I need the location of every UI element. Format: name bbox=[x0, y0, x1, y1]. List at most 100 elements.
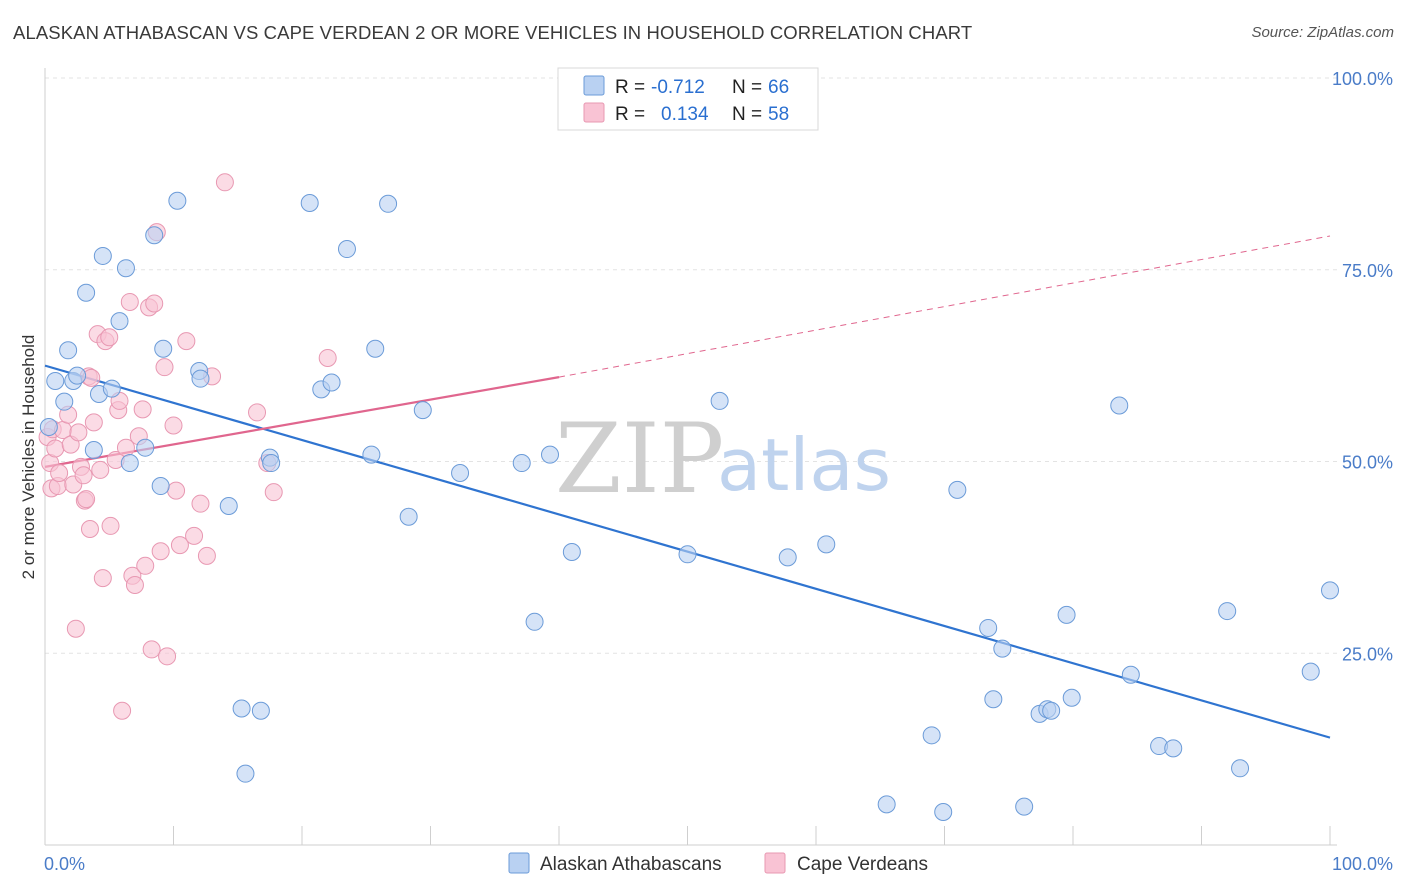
series-legend-swatch-blue[interactable] bbox=[508, 852, 530, 874]
alaskan-athabascans-point bbox=[39, 417, 58, 436]
cape-verdeans-point bbox=[77, 490, 96, 509]
alaskan-athabascans-point bbox=[678, 545, 697, 564]
alaskan-athabascans-point bbox=[1057, 605, 1076, 624]
cape-verdeans-point bbox=[185, 526, 204, 545]
alaskan-athabascans-point bbox=[1062, 688, 1081, 707]
alaskan-athabascans-point bbox=[948, 480, 967, 499]
alaskan-athabascans-point bbox=[1121, 665, 1140, 684]
alaskan-athabascans-point bbox=[168, 191, 187, 210]
cape-verdeans-point bbox=[145, 294, 164, 313]
alaskan-athabascans-point bbox=[300, 194, 319, 213]
alaskan-athabascans-point bbox=[877, 795, 896, 814]
cape-verdeans-point bbox=[69, 423, 88, 442]
alaskan-athabascans-point bbox=[84, 440, 103, 459]
trend-line-cape-verdeans-extension bbox=[558, 235, 1331, 378]
alaskan-athabascans-point bbox=[93, 246, 112, 265]
series-legend-swatch-pink[interactable] bbox=[764, 852, 786, 874]
y-axis-tick-labels: 100.0% 75.0% 50.0% 25.0% bbox=[1332, 69, 1393, 664]
alaskan-athabascans-point bbox=[379, 194, 398, 213]
alaskan-athabascans-point bbox=[154, 339, 173, 358]
legend-r-label-blue: R = bbox=[615, 77, 645, 98]
cape-verdeans-point bbox=[177, 332, 196, 351]
cape-verdeans-point bbox=[133, 400, 152, 419]
legend-swatch-pink bbox=[583, 102, 605, 123]
alaskan-athabascans-point bbox=[219, 496, 238, 515]
grid-lines bbox=[45, 77, 1337, 654]
cape-verdeans-point bbox=[191, 494, 210, 513]
alaskan-athabascans-point bbox=[541, 445, 560, 464]
cape-verdeans-point bbox=[167, 481, 186, 500]
alaskan-athabascans-point bbox=[778, 548, 797, 567]
cape-verdeans-points bbox=[38, 173, 337, 720]
alaskan-athabascans-point bbox=[145, 226, 164, 245]
alaskan-athabascans-point bbox=[512, 454, 531, 473]
alaskan-athabascans-point bbox=[1164, 739, 1183, 758]
cape-verdeans-point bbox=[74, 466, 93, 485]
cape-verdeans-point bbox=[170, 536, 189, 555]
alaskan-athabascans-point bbox=[151, 477, 170, 496]
legend-n-value-blue: 66 bbox=[768, 77, 789, 98]
cape-verdeans-point bbox=[215, 173, 234, 192]
series-legend-label-blue[interactable]: Alaskan Athabascans bbox=[540, 854, 722, 875]
y-axis-label: 2 or more Vehicles in Household bbox=[19, 335, 38, 580]
alaskan-athabascans-point bbox=[993, 639, 1012, 658]
cape-verdeans-point bbox=[80, 519, 99, 538]
alaskan-athabascans-point bbox=[1110, 396, 1129, 415]
alaskan-athabascans-point bbox=[399, 507, 418, 526]
series-legend: Alaskan Athabascans Cape Verdeans bbox=[508, 852, 928, 875]
cape-verdeans-point bbox=[120, 292, 139, 311]
alaskan-athabascans-point bbox=[136, 438, 155, 457]
alaskan-athabascans-point bbox=[1015, 797, 1034, 816]
y-tick-label-50: 50.0% bbox=[1342, 453, 1393, 473]
alaskan-athabascans-point bbox=[1301, 662, 1320, 681]
cape-verdeans-point bbox=[91, 460, 110, 479]
legend-swatch-blue bbox=[583, 75, 605, 96]
chart-title: ALASKAN ATHABASCAN VS CAPE VERDEAN 2 OR … bbox=[13, 22, 973, 43]
cape-verdeans-point bbox=[46, 439, 65, 458]
alaskan-athabascans-point bbox=[191, 369, 210, 388]
alaskan-athabascans-point bbox=[120, 454, 139, 473]
series-legend-label-pink[interactable]: Cape Verdeans bbox=[797, 854, 928, 875]
alaskan-athabascans-point bbox=[922, 726, 941, 745]
alaskan-athabascans-point bbox=[710, 391, 729, 410]
legend-n-label-blue: N = bbox=[732, 77, 762, 98]
alaskan-athabascans-point bbox=[262, 454, 281, 473]
cape-verdeans-point bbox=[93, 569, 112, 588]
legend-r-value-pink: 0.134 bbox=[661, 104, 709, 125]
alaskan-athabascans-point bbox=[116, 259, 135, 278]
cape-verdeans-point bbox=[113, 701, 132, 720]
cape-verdeans-point bbox=[142, 640, 161, 659]
legend-r-value-blue: -0.712 bbox=[651, 77, 705, 98]
cape-verdeans-point bbox=[125, 575, 144, 594]
alaskan-athabascans-point bbox=[366, 339, 385, 358]
legend-n-value-pink: 58 bbox=[768, 104, 789, 125]
cape-verdeans-point bbox=[248, 403, 267, 422]
alaskan-athabascans-point bbox=[232, 699, 251, 718]
cape-verdeans-point bbox=[264, 483, 283, 502]
x-tick-label-max: 100.0% bbox=[1332, 854, 1393, 874]
alaskan-athabascans-point bbox=[110, 312, 129, 331]
alaskan-athabascans-point bbox=[55, 392, 74, 411]
y-tick-label-75: 75.0% bbox=[1342, 261, 1393, 281]
alaskan-athabascans-point bbox=[984, 690, 1003, 709]
legend-r-label-pink: R = bbox=[615, 104, 645, 125]
x-axis-tick-marks bbox=[44, 826, 1331, 845]
cape-verdeans-point bbox=[101, 516, 120, 535]
y-tick-label-25: 25.0% bbox=[1342, 644, 1393, 664]
alaskan-athabascans-point bbox=[1218, 602, 1237, 621]
y-tick-label-100: 100.0% bbox=[1332, 69, 1393, 89]
alaskan-athabascans-point bbox=[817, 535, 836, 554]
cape-verdeans-point bbox=[158, 647, 177, 666]
cape-verdeans-point bbox=[100, 328, 119, 347]
alaskan-athabascans-point bbox=[1231, 759, 1250, 778]
alaskan-athabascans-point bbox=[251, 701, 270, 720]
alaskan-athabascans-point bbox=[337, 240, 356, 259]
cape-verdeans-point bbox=[66, 619, 85, 638]
x-tick-label-min: 0.0% bbox=[44, 854, 85, 874]
cape-verdeans-point bbox=[197, 546, 216, 565]
alaskan-athabascans-point bbox=[525, 612, 544, 631]
cape-verdeans-point bbox=[136, 556, 155, 575]
alaskan-athabascans-point bbox=[413, 401, 432, 420]
alaskan-athabascans-point bbox=[362, 445, 381, 464]
cape-verdeans-point bbox=[155, 358, 174, 377]
